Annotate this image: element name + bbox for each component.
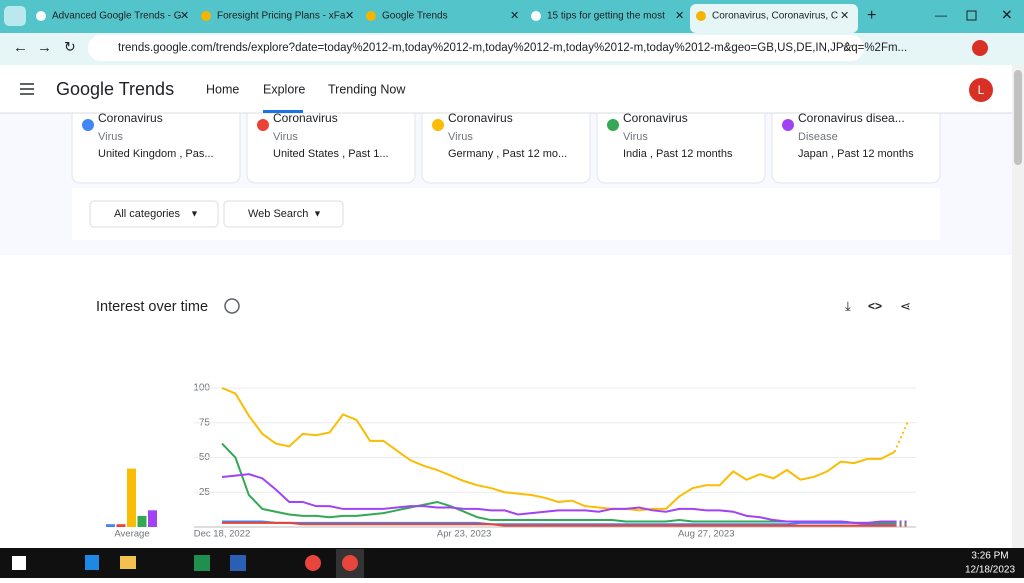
partial-segment <box>893 420 909 453</box>
app-header <box>0 65 1012 113</box>
average-bar <box>137 515 147 527</box>
menu-icon[interactable] <box>20 83 34 95</box>
tab-icon <box>696 11 706 21</box>
tab-close[interactable]: ✕ <box>510 10 519 22</box>
tab-close[interactable]: ✕ <box>345 10 354 22</box>
reload[interactable]: ↻ <box>64 39 76 55</box>
average-bar <box>127 468 136 527</box>
dropdown-arrow: ▼ <box>313 208 322 218</box>
term-type: Virus <box>273 131 298 143</box>
excel[interactable] <box>194 555 210 571</box>
nav-link[interactable]: Explore <box>263 82 305 96</box>
term-type: Virus <box>98 131 123 143</box>
term: Coronavirus <box>448 111 513 125</box>
category-filter[interactable] <box>89 200 219 228</box>
clock-date[interactable]: 12/18/2023 <box>965 565 1015 576</box>
term-scope: United Kingdom , Pas... <box>98 148 214 160</box>
term: Coronavirus <box>273 111 338 125</box>
search-type-filter[interactable] <box>223 200 344 228</box>
clock-time[interactable]: 3:26 PM <box>971 551 1008 562</box>
average-bar <box>106 524 115 527</box>
term: Coronavirus <box>98 111 163 125</box>
bookmark[interactable]: ☆ <box>841 39 854 55</box>
term: Coronavirus <box>623 111 688 125</box>
help-icon[interactable] <box>224 298 240 314</box>
series-line <box>222 521 895 527</box>
series-dot <box>782 119 794 131</box>
chart-section <box>0 255 1012 548</box>
avatar: L <box>978 83 985 97</box>
term-type: Virus <box>623 131 648 143</box>
term-scope: United States , Past 1... <box>273 148 389 160</box>
term-type: Disease <box>798 131 838 143</box>
tab-icon <box>36 11 46 21</box>
back[interactable]: ← <box>13 39 28 56</box>
share[interactable]: ⋖ <box>900 298 911 313</box>
series-dot <box>607 119 619 131</box>
term-scope: Germany , Past 12 mo... <box>448 148 567 160</box>
series-line <box>221 473 895 524</box>
new-tab[interactable]: + <box>867 7 876 24</box>
profile[interactable] <box>972 40 988 56</box>
chrome[interactable] <box>305 555 321 571</box>
series-dot <box>257 119 269 131</box>
x-tick-label: Dec 18, 2022 <box>194 529 251 540</box>
restore[interactable] <box>966 10 977 21</box>
tab-close[interactable]: ✕ <box>180 10 189 22</box>
term-type: Virus <box>448 131 473 143</box>
average-label: Average <box>114 529 149 540</box>
chart-title: Interest over time <box>96 299 208 315</box>
logo[interactable]: Google Trends <box>56 79 174 99</box>
tab-icon <box>366 11 376 21</box>
tab-title[interactable]: Foresight Pricing Plans - xFa <box>217 11 346 22</box>
embed[interactable]: <> <box>868 299 882 313</box>
scroll-thumb[interactable] <box>1014 70 1022 165</box>
filter-label: All categories <box>114 208 181 220</box>
scrollbar <box>1012 65 1024 548</box>
series-dot <box>432 119 444 131</box>
start[interactable] <box>12 556 26 570</box>
dropdown-arrow: ▼ <box>190 208 199 218</box>
tab-close[interactable]: ✕ <box>840 10 849 22</box>
x-tick-label: Aug 27, 2023 <box>678 529 735 540</box>
close-window[interactable]: ✕ <box>1001 7 1013 23</box>
edge[interactable] <box>85 555 99 570</box>
tab-icon <box>531 11 541 21</box>
average-bar <box>148 510 157 527</box>
url[interactable]: trends.google.com/trends/explore?date=to… <box>118 42 907 54</box>
filter-label: Web Search <box>248 208 308 220</box>
taskbar-icons <box>12 549 364 578</box>
average-bar <box>116 524 126 527</box>
avatar-circle[interactable] <box>969 78 993 102</box>
explorer[interactable] <box>120 556 136 569</box>
tab-close[interactable]: ✕ <box>675 10 684 22</box>
tab-title[interactable]: 15 tips for getting the most <box>547 11 665 22</box>
address-bar[interactable] <box>88 35 864 61</box>
download[interactable]: ⤓ <box>845 298 851 313</box>
term: Coronavirus disea... <box>798 111 905 125</box>
nav-indicator <box>263 110 303 113</box>
active-tab[interactable] <box>690 4 858 33</box>
tab-menu[interactable] <box>4 6 26 26</box>
minimize[interactable]: — <box>935 8 947 22</box>
app[interactable] <box>230 555 246 571</box>
taskbar <box>0 548 1024 578</box>
forward[interactable]: → <box>37 39 52 56</box>
series-line <box>221 387 895 512</box>
tab-title[interactable]: Advanced Google Trends - G <box>52 11 182 22</box>
series-line <box>222 520 895 526</box>
term-scope: Japan , Past 12 months <box>798 148 914 160</box>
term-scope: India , Past 12 months <box>623 148 733 160</box>
tab-title[interactable]: Coronavirus, Coronavirus, C <box>712 11 838 22</box>
chrome[interactable] <box>342 555 358 571</box>
nav-link[interactable]: Home <box>206 82 239 96</box>
series-dot <box>82 119 94 131</box>
tab-icon <box>201 11 211 21</box>
nav-link[interactable]: Trending Now <box>328 82 406 96</box>
tab-title[interactable]: Google Trends <box>382 11 448 22</box>
x-tick-label: Apr 23, 2023 <box>437 529 491 540</box>
